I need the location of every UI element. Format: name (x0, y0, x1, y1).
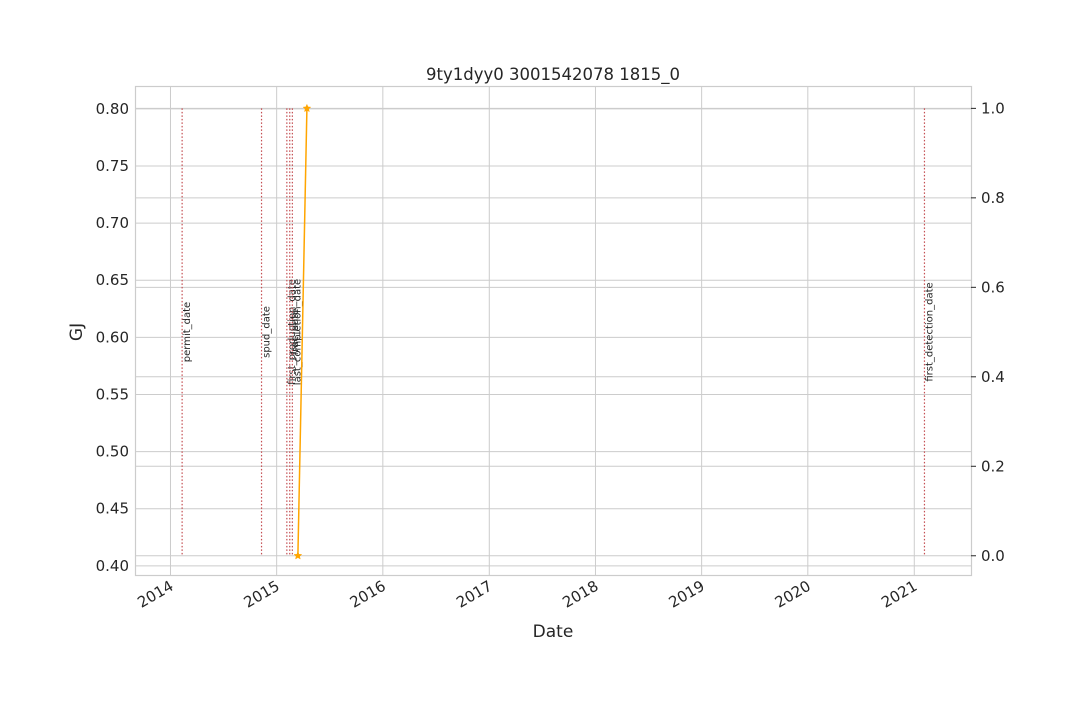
left-y-tick-label: 0.70 (96, 214, 129, 232)
event-label: frac_date (290, 309, 301, 356)
chart-title: 9ty1dyy0 3001542078 1815_0 (426, 65, 680, 85)
left-y-tick-label: 0.45 (96, 500, 129, 518)
left-y-tick-label: 0.55 (96, 385, 129, 403)
right-y-tick-label: 0.0 (981, 547, 1005, 565)
right-y-tick-label: 0.6 (981, 278, 1005, 296)
series-layer (293, 103, 312, 560)
y-axis-title: GJ (67, 323, 87, 341)
left-y-tick-label: 0.40 (96, 557, 129, 575)
right-y-tick-label: 1.0 (981, 99, 1005, 117)
left-y-tick-labels: 0.40 0.45 0.50 0.55 0.60 0.65 0.70 0.75 0.80 (96, 100, 129, 575)
right-y-tick-label: 0.2 (981, 457, 1005, 475)
plot-frame (134, 85, 973, 577)
event-lines: permit_date spud_date first_production_dat… (181, 108, 935, 556)
event-label: permit_date (182, 302, 193, 362)
left-y-tick-label: 0.60 (96, 328, 129, 346)
right-y-grid (135, 107, 971, 557)
plot-area (135, 86, 971, 575)
series-point (293, 551, 303, 560)
series-point (302, 103, 312, 113)
event-label: first_production_date (287, 279, 298, 385)
x-grid (169, 86, 915, 575)
left-y-tick-label: 0.75 (96, 157, 129, 175)
series-line (297, 108, 308, 556)
right-y-tick-labels: 0.0 0.2 0.4 0.6 0.8 1.0 (971, 99, 1005, 565)
event-label: last_completion_date (292, 279, 303, 385)
event-label: spud_date (262, 306, 273, 358)
left-y-tick-label: 0.50 (96, 443, 129, 461)
right-y-tick-label: 0.8 (981, 189, 1005, 207)
left-y-tick-label: 0.80 (96, 100, 129, 118)
left-y-tick-label: 0.65 (96, 271, 129, 289)
x-axis-title: Date (533, 622, 574, 642)
event-label: first_detection_date (924, 282, 935, 381)
right-y-tick-label: 0.4 (981, 368, 1005, 386)
